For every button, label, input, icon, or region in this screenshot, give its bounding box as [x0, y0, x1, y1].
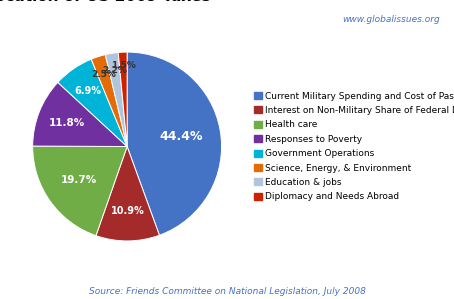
Text: www.globalissues.org: www.globalissues.org [343, 15, 440, 24]
Text: 2.2%: 2.2% [102, 65, 127, 75]
Legend: Current Military Spending and Cost of Past Wars, Interest on Non-Military Share : Current Military Spending and Cost of Pa… [254, 91, 454, 202]
Text: 2.5%: 2.5% [92, 70, 116, 79]
Wedge shape [33, 82, 127, 147]
Text: 11.8%: 11.8% [49, 118, 85, 128]
Text: 44.4%: 44.4% [159, 130, 203, 144]
Wedge shape [58, 59, 127, 147]
Text: 1.5%: 1.5% [111, 61, 136, 70]
Text: 10.9%: 10.9% [111, 206, 144, 216]
Text: 6.9%: 6.9% [75, 86, 102, 96]
Text: Source: Friends Committee on National Legislation, July 2008: Source: Friends Committee on National Le… [89, 287, 365, 296]
Wedge shape [118, 52, 127, 147]
Title: Allocation of US 2009 Taxes: Allocation of US 2009 Taxes [0, 0, 211, 4]
Text: 19.7%: 19.7% [61, 175, 98, 185]
Wedge shape [105, 53, 127, 147]
Wedge shape [127, 52, 222, 235]
Wedge shape [91, 55, 127, 147]
Wedge shape [33, 146, 127, 236]
Wedge shape [96, 147, 159, 241]
